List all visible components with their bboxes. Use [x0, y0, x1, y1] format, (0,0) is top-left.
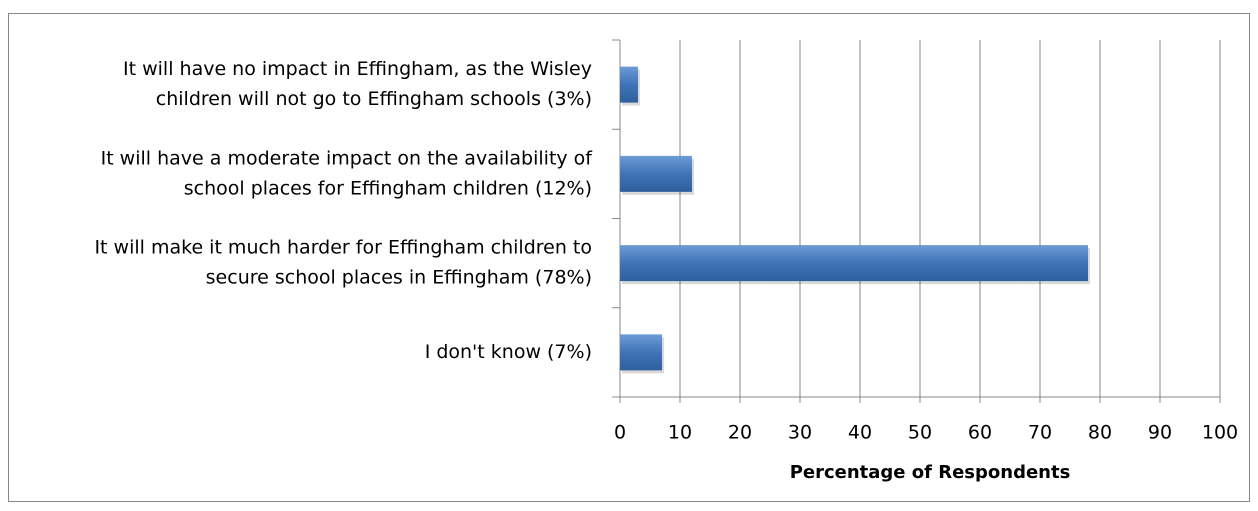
x-tick-label: 20 — [728, 422, 752, 444]
x-tick-label: 90 — [1148, 422, 1172, 444]
x-tick-label: 80 — [1088, 422, 1112, 444]
y-tick-label: It will make it much harder for Effingha… — [94, 237, 592, 259]
x-tick-label: 60 — [968, 422, 992, 444]
y-tick-label: secure school places in Effingham (78%) — [206, 267, 592, 289]
bar — [620, 245, 1088, 282]
x-tick-label: 40 — [848, 422, 872, 444]
x-tick-label: 100 — [1202, 422, 1238, 444]
bar — [620, 155, 692, 192]
x-tick-label: 0 — [614, 422, 626, 444]
x-axis-title: Percentage of Respondents — [790, 462, 1071, 483]
x-tick-label: 10 — [668, 422, 692, 444]
y-tick-label: I don't know (7%) — [425, 341, 592, 363]
bar — [620, 334, 662, 371]
y-tick-label: It will have a moderate impact on the av… — [101, 147, 594, 169]
y-tick-label: children will not go to Effingham school… — [156, 88, 592, 110]
x-tick-label: 30 — [788, 422, 812, 444]
y-tick-label: school places for Effingham children (12… — [184, 177, 592, 199]
x-tick-label: 70 — [1028, 422, 1052, 444]
x-tick-label: 50 — [908, 422, 932, 444]
y-tick-label: It will have no impact in Effingham, as … — [123, 58, 592, 80]
bar — [620, 66, 638, 103]
